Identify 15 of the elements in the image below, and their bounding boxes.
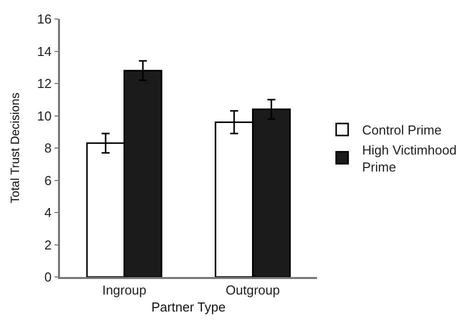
y-tick-label: 6: [44, 172, 52, 188]
x-tick-label: Ingroup: [102, 282, 146, 298]
y-tick-label: 4: [44, 205, 52, 220]
x-axis-title: Partner Type: [151, 299, 226, 314]
x-tick-label: Outgroup: [226, 282, 280, 298]
y-axis-title: Total Trust Decisions: [8, 92, 22, 204]
legend-label: Control Prime: [362, 122, 442, 138]
y-tick-label: 16: [37, 12, 52, 27]
legend-label: High Victimhood Prime: [362, 142, 457, 174]
y-tick-label: 0: [44, 270, 52, 285]
y-tick-label: 12: [37, 76, 52, 92]
y-tick-label: 14: [37, 44, 52, 59]
y-tick-label: 10: [37, 108, 52, 124]
y-tick-label: 2: [44, 237, 52, 252]
y-tick-label: 8: [44, 140, 52, 156]
